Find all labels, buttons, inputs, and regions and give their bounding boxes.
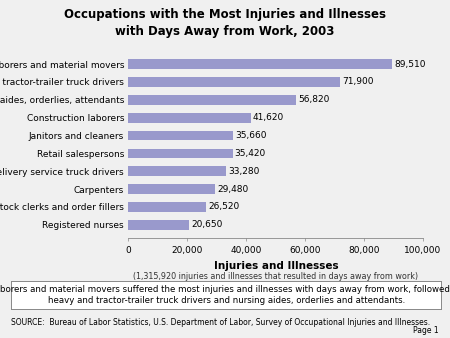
Text: 41,620: 41,620 [253,113,284,122]
Bar [128,220,189,230]
Bar [128,59,392,69]
Bar [128,166,226,176]
Bar [128,77,340,87]
Text: 20,650: 20,650 [191,220,223,230]
Text: 56,820: 56,820 [298,95,329,104]
Text: (1,315,920 injuries and illnesses that resulted in days away from work): (1,315,920 injuries and illnesses that r… [133,272,419,281]
Text: Injuries and Illnesses: Injuries and Illnesses [214,261,338,271]
Text: Occupations with the Most Injuries and Illnesses
with Days Away from Work, 2003: Occupations with the Most Injuries and I… [64,8,386,39]
Text: SOURCE:  Bureau of Labor Statistics, U.S. Department of Labor, Survey of Occupat: SOURCE: Bureau of Labor Statistics, U.S.… [11,318,430,328]
Bar [128,184,215,194]
Bar [128,95,296,105]
Text: 29,480: 29,480 [217,185,248,194]
Text: 89,510: 89,510 [394,59,426,69]
Text: Page 1: Page 1 [413,326,439,335]
Bar [128,113,251,123]
Text: 26,520: 26,520 [208,202,240,212]
Bar [128,202,207,212]
Bar [128,131,234,141]
Text: Laborers and material movers suffered the most injuries and illnesses with days : Laborers and material movers suffered th… [0,285,450,305]
Text: 33,280: 33,280 [229,167,260,176]
Text: 71,900: 71,900 [342,77,374,87]
Bar [128,148,233,158]
Text: 35,660: 35,660 [235,131,267,140]
Text: 35,420: 35,420 [235,149,266,158]
